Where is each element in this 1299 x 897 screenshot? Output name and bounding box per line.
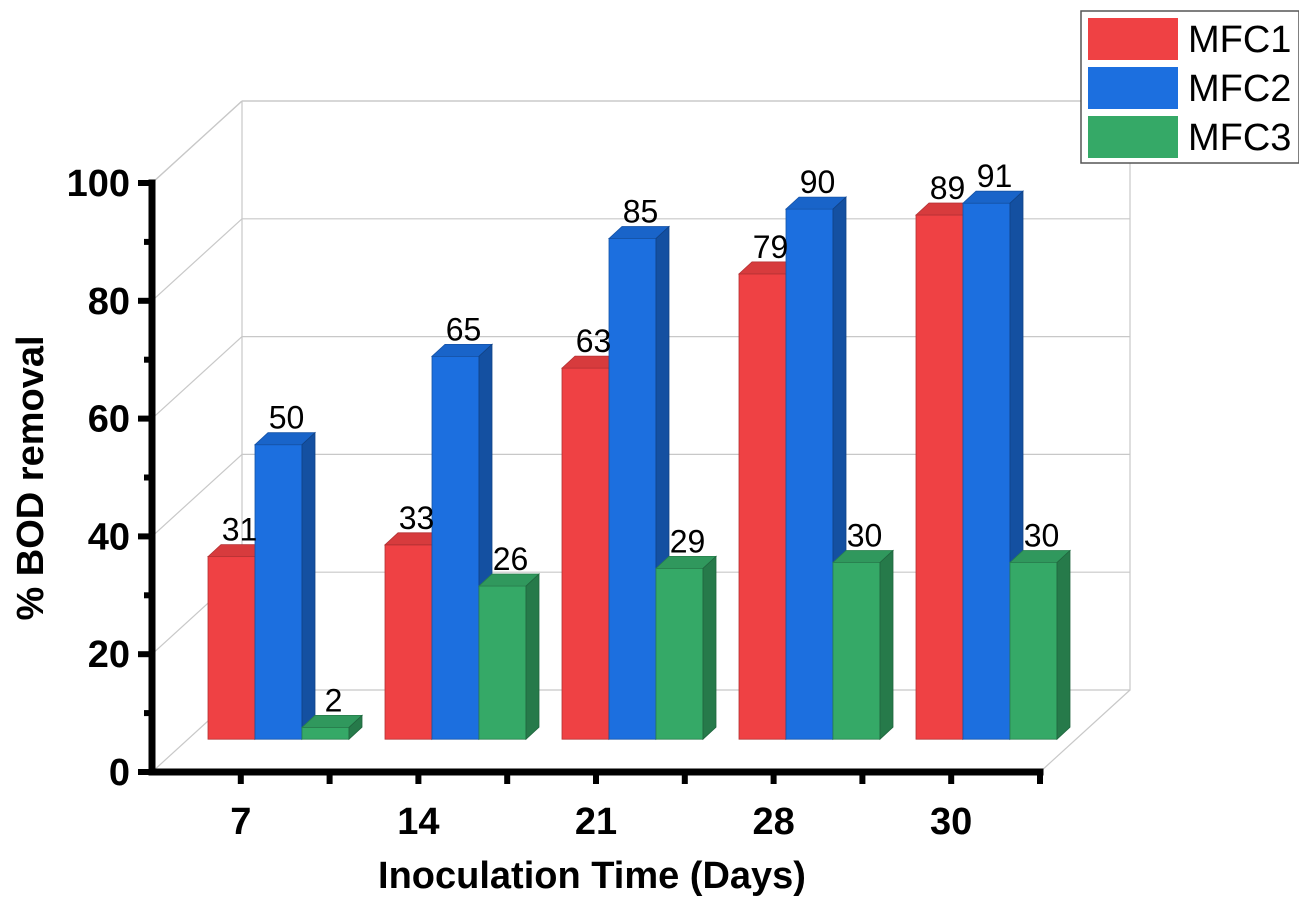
- data-label-MFC2-28: 90: [800, 164, 836, 200]
- data-label-MFC2-30: 91: [977, 158, 1013, 194]
- legend-swatch-MFC3: [1088, 116, 1178, 158]
- bar-front: [915, 214, 964, 740]
- bar-side: [301, 431, 316, 741]
- bar-side: [525, 573, 540, 741]
- y-tick-label-100: 100: [67, 163, 130, 205]
- bar-front: [431, 355, 480, 740]
- axes: 0 20 40 60 80 100 7 14 21 28 30: [67, 163, 1044, 843]
- x-tick-label-30: 30: [930, 801, 972, 843]
- legend-label-MFC1: MFC1: [1188, 19, 1291, 61]
- bar-front: [655, 567, 704, 740]
- bar-front: [254, 444, 303, 740]
- bar-group: [206, 190, 1072, 741]
- data-label-MFC2-14: 65: [446, 311, 482, 347]
- bar-front: [962, 202, 1011, 740]
- legend-swatch-MFC2: [1088, 67, 1178, 109]
- legend-swatch-MFC1: [1088, 18, 1178, 60]
- gridline-side: [151, 218, 243, 302]
- y-tick-label-40: 40: [88, 516, 130, 558]
- bar-front: [384, 544, 433, 740]
- data-label-MFC1-28: 79: [753, 229, 789, 265]
- bar-front: [832, 562, 881, 740]
- data-label-MFC3-21: 29: [670, 523, 706, 559]
- y-tick-label-80: 80: [88, 281, 130, 323]
- gridline-side: [151, 100, 243, 184]
- bar-front: [207, 556, 256, 740]
- bar-side: [348, 714, 363, 741]
- y-axis-title: % BOD removal: [10, 335, 52, 620]
- y-tick-label-60: 60: [88, 399, 130, 441]
- floor-depth-edge-right: [1039, 689, 1131, 773]
- gridline-side: [151, 336, 243, 420]
- bar-front: [608, 238, 657, 740]
- y-tick-label-0: 0: [109, 752, 130, 794]
- data-label-MFC3-28: 30: [847, 518, 883, 554]
- bar-front: [785, 208, 834, 740]
- bar-MFC3-7: [300, 714, 364, 741]
- bar-front: [561, 367, 610, 740]
- legend-label-MFC3: MFC3: [1188, 117, 1291, 159]
- x-tick-label-21: 21: [575, 801, 617, 843]
- data-label-MFC1-7: 31: [222, 512, 258, 548]
- y-tick-label-20: 20: [88, 634, 130, 676]
- bar-front: [478, 585, 527, 740]
- x-tick-label-28: 28: [752, 801, 794, 843]
- data-label-group: 31 50 2 33 65 26 63 85 29 79 90 30 89 91 30: [222, 158, 1060, 718]
- legend-label-MFC2: MFC2: [1188, 68, 1291, 110]
- data-label-MFC1-14: 33: [399, 500, 435, 536]
- bar-side: [1056, 549, 1071, 741]
- bar-side: [879, 549, 894, 741]
- x-tick-label-7: 7: [230, 801, 251, 843]
- data-label-MFC3-14: 26: [493, 541, 529, 577]
- bar-MFC3-14: [477, 573, 541, 741]
- bar-front: [1009, 562, 1058, 740]
- bar-MFC3-28: [831, 549, 895, 741]
- data-label-MFC3-30: 30: [1024, 518, 1060, 554]
- legend: MFC1 MFC2 MFC3: [1080, 10, 1299, 164]
- data-label-MFC2-21: 85: [623, 194, 659, 230]
- data-label-MFC1-30: 89: [930, 170, 966, 206]
- x-tick-label-14: 14: [397, 801, 439, 843]
- bar-front: [301, 727, 350, 740]
- bar-MFC2-7: [253, 431, 317, 741]
- bar-MFC3-21: [654, 555, 718, 741]
- data-label-MFC2-7: 50: [269, 400, 305, 436]
- bar-side: [702, 555, 717, 741]
- x-axis-title: Inoculation Time (Days): [378, 855, 806, 897]
- data-label-MFC3-7: 2: [325, 682, 343, 718]
- gridline-side: [151, 453, 243, 537]
- bar-front: [738, 273, 787, 740]
- bar-MFC3-30: [1008, 549, 1072, 741]
- data-label-MFC1-21: 63: [576, 323, 612, 359]
